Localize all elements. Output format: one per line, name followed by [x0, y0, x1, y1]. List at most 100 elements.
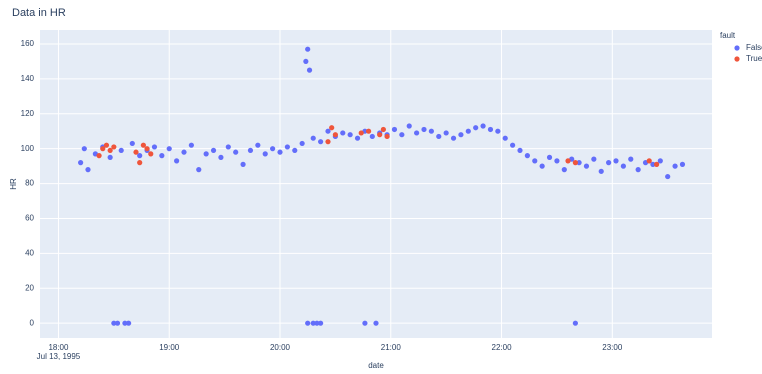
data-point	[140, 142, 146, 148]
data-point	[679, 161, 686, 167]
data-point	[262, 151, 268, 157]
x-tick-label: 21:00	[381, 343, 402, 352]
legend-label: False	[746, 43, 762, 52]
x-tick-label: 18:00	[48, 343, 69, 352]
data-point	[96, 153, 102, 159]
data-point	[111, 144, 117, 150]
y-axis-title: HR	[9, 178, 18, 190]
x-tick-label: 19:00	[159, 343, 180, 352]
data-point	[487, 126, 494, 133]
data-point	[572, 160, 578, 166]
data-point	[144, 146, 150, 152]
data-point	[377, 132, 383, 138]
data-point	[546, 154, 553, 160]
data-point	[539, 163, 545, 169]
data-point	[654, 161, 660, 167]
data-point	[414, 130, 420, 136]
data-point	[148, 151, 154, 157]
data-point	[318, 139, 324, 145]
data-point	[277, 149, 283, 155]
data-point	[325, 139, 331, 145]
data-point	[495, 128, 501, 134]
data-point	[78, 160, 84, 166]
data-point	[85, 167, 91, 173]
data-point	[284, 144, 290, 150]
data-point	[332, 132, 338, 138]
data-point	[210, 147, 217, 154]
data-point	[111, 320, 117, 326]
data-point	[428, 128, 434, 134]
data-point	[502, 135, 508, 141]
data-point	[129, 140, 135, 147]
data-point	[218, 154, 224, 160]
data-point	[126, 320, 132, 326]
data-point	[107, 154, 113, 160]
data-point	[524, 153, 530, 159]
data-point	[247, 147, 254, 154]
y-tick-label: 80	[25, 179, 34, 188]
data-point	[650, 161, 656, 167]
data-point	[174, 158, 180, 164]
data-point	[270, 146, 276, 152]
x-axis-title: date	[368, 361, 384, 370]
data-point	[166, 146, 172, 152]
data-point	[310, 320, 316, 326]
x-tick-label: 22:00	[492, 343, 513, 352]
data-point	[196, 167, 202, 173]
data-point	[159, 153, 165, 159]
data-point	[306, 67, 313, 73]
data-point	[362, 320, 368, 326]
data-point	[443, 130, 449, 136]
legend-title: fault	[720, 31, 736, 40]
data-point	[421, 126, 427, 133]
data-point	[318, 320, 324, 326]
data-point	[310, 135, 316, 141]
data-point	[347, 132, 353, 138]
data-point	[299, 140, 305, 147]
data-point	[233, 149, 239, 155]
data-point	[122, 320, 128, 326]
data-point	[137, 160, 143, 166]
chart-title: Data in HR	[12, 7, 66, 19]
data-point	[510, 142, 516, 148]
y-tick-label: 20	[25, 283, 34, 292]
data-point	[103, 142, 110, 148]
data-point	[635, 167, 641, 173]
data-point	[646, 158, 652, 164]
y-tick-label: 120	[21, 109, 35, 118]
data-point	[565, 158, 571, 164]
data-point	[314, 320, 320, 326]
data-point	[399, 132, 405, 138]
data-point	[606, 160, 612, 166]
data-point	[517, 147, 523, 154]
data-point	[583, 163, 590, 169]
data-point	[576, 160, 582, 166]
y-tick-label: 40	[25, 248, 34, 257]
x-tick-label: 23:00	[602, 343, 623, 352]
data-point	[628, 156, 634, 162]
legend-marker	[734, 45, 740, 51]
data-point	[380, 126, 386, 133]
data-point	[384, 133, 390, 140]
data-point	[305, 320, 311, 326]
data-point	[81, 146, 87, 152]
data-point	[613, 158, 619, 164]
data-point	[532, 158, 538, 164]
data-point	[240, 161, 246, 167]
data-point	[329, 125, 335, 131]
y-tick-label: 160	[21, 39, 35, 48]
data-point	[305, 46, 311, 52]
data-point	[572, 320, 578, 326]
data-point	[292, 147, 298, 154]
data-point	[391, 126, 398, 133]
data-point	[480, 123, 486, 129]
data-point	[100, 146, 106, 152]
data-point	[465, 128, 471, 134]
data-point	[325, 128, 331, 134]
data-point	[473, 125, 479, 131]
data-point	[203, 151, 209, 157]
data-point	[369, 133, 375, 140]
x-tick-label: 20:00	[270, 343, 291, 352]
data-point	[354, 135, 361, 141]
